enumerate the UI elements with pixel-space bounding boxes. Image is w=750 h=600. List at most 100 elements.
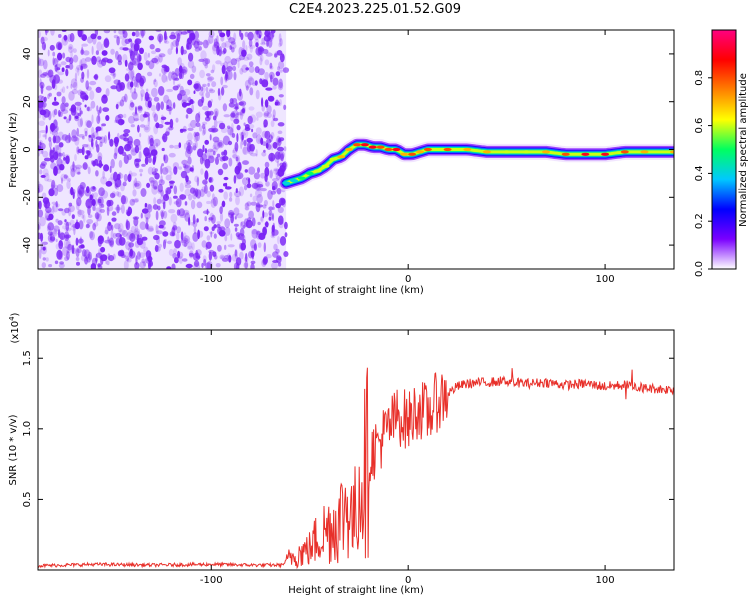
noise-speck bbox=[61, 177, 63, 184]
noise-speck bbox=[202, 105, 210, 111]
noise-speck bbox=[219, 254, 225, 260]
noise-speck bbox=[39, 216, 46, 227]
noise-speck bbox=[278, 262, 282, 267]
noise-speck bbox=[192, 142, 197, 151]
noise-speck bbox=[224, 74, 230, 82]
noise-speck bbox=[173, 201, 180, 205]
noise-speck bbox=[258, 34, 261, 39]
noise-speck bbox=[74, 154, 77, 161]
noise-speck bbox=[175, 117, 179, 123]
noise-speck bbox=[86, 120, 92, 128]
noise-speck bbox=[179, 182, 184, 192]
noise-speck bbox=[217, 168, 224, 176]
noise-speck bbox=[250, 153, 258, 157]
noise-speck bbox=[135, 39, 138, 48]
noise-speck bbox=[48, 92, 52, 97]
noise-speck bbox=[174, 239, 181, 249]
noise-speck bbox=[53, 151, 59, 161]
noise-speck bbox=[98, 204, 102, 215]
noise-speck bbox=[209, 88, 214, 92]
noise-speck bbox=[155, 48, 161, 53]
noise-speck bbox=[239, 100, 247, 107]
noise-speck bbox=[86, 86, 92, 91]
noise-speck bbox=[192, 145, 197, 151]
snr-panel: -100 0 100 0.5 1.0 1.5 Height of straight li… bbox=[8, 312, 675, 596]
noise-speck bbox=[272, 186, 276, 191]
noise-speck bbox=[143, 261, 146, 267]
noise-speck bbox=[69, 57, 74, 65]
noise-speck bbox=[108, 67, 116, 74]
noise-speck bbox=[120, 250, 125, 257]
noise-speck bbox=[255, 189, 262, 198]
noise-speck bbox=[83, 127, 88, 134]
noise-speck bbox=[95, 50, 99, 55]
noise-speck bbox=[83, 249, 91, 259]
noise-speck bbox=[151, 184, 155, 188]
noise-speck bbox=[100, 246, 106, 253]
noise-speck bbox=[237, 60, 240, 69]
noise-speck bbox=[267, 95, 275, 102]
noise-speck bbox=[258, 138, 263, 143]
noise-speck bbox=[139, 133, 142, 138]
noise-speck bbox=[38, 102, 46, 112]
noise-speck bbox=[127, 173, 132, 183]
noise-speck bbox=[114, 223, 121, 230]
noise-speck bbox=[127, 205, 131, 214]
noise-speck bbox=[226, 30, 231, 38]
noise-speck bbox=[110, 48, 115, 55]
noise-speck bbox=[145, 217, 149, 224]
noise-speck bbox=[221, 64, 226, 75]
noise-speck bbox=[278, 78, 283, 89]
noise-speck bbox=[261, 97, 264, 108]
x-tick-label: 100 bbox=[596, 274, 615, 285]
noise-speck bbox=[57, 42, 62, 51]
noise-speck bbox=[65, 155, 70, 165]
noise-speck bbox=[139, 221, 147, 230]
noise-speck bbox=[166, 187, 172, 195]
noise-speck bbox=[186, 107, 193, 115]
noise-speck bbox=[184, 188, 191, 197]
noise-speck bbox=[75, 219, 79, 229]
noise-speck bbox=[115, 237, 123, 246]
noise-speck bbox=[123, 154, 129, 164]
noise-speck bbox=[156, 102, 161, 112]
noise-speck bbox=[174, 77, 180, 81]
noise-speck bbox=[134, 38, 142, 45]
noise-speck bbox=[253, 30, 260, 41]
noise-speck bbox=[84, 119, 91, 128]
noise-speck bbox=[65, 221, 70, 232]
noise-speck bbox=[243, 184, 248, 191]
noise-speck bbox=[241, 160, 249, 165]
noise-speck bbox=[170, 213, 178, 223]
noise-speck bbox=[119, 234, 122, 238]
noise-speck bbox=[80, 65, 83, 71]
noise-speck bbox=[64, 207, 70, 214]
noise-speck bbox=[61, 96, 66, 105]
noise-speck bbox=[133, 138, 141, 147]
noise-speck bbox=[81, 249, 87, 257]
noise-speck bbox=[199, 155, 204, 165]
noise-speck bbox=[272, 141, 278, 149]
noise-speck bbox=[174, 31, 180, 40]
noise-speck bbox=[165, 75, 168, 83]
noise-speck bbox=[281, 198, 286, 204]
noise-speck bbox=[155, 223, 158, 233]
noise-speck bbox=[135, 72, 142, 83]
noise-speck bbox=[266, 254, 272, 259]
noise-speck bbox=[62, 86, 66, 94]
noise-speck bbox=[141, 258, 145, 264]
noise-speck bbox=[84, 155, 89, 160]
ridge-peak bbox=[502, 150, 511, 154]
noise-speck bbox=[271, 262, 278, 269]
noise-speck bbox=[188, 252, 194, 257]
noise-speck bbox=[198, 58, 205, 63]
noise-speck bbox=[248, 61, 254, 67]
noise-speck bbox=[217, 88, 221, 96]
noise-speck bbox=[235, 113, 239, 124]
ridge-peak bbox=[376, 145, 385, 149]
noise-speck bbox=[137, 106, 143, 114]
noise-speck bbox=[161, 163, 165, 167]
noise-speck bbox=[58, 152, 63, 157]
noise-speck bbox=[53, 108, 58, 116]
noise-speck bbox=[181, 237, 189, 247]
